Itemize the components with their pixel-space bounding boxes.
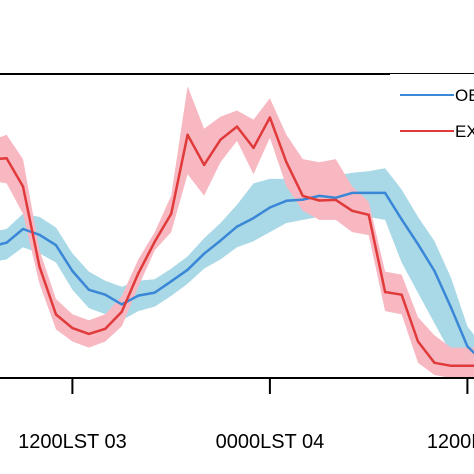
data-point-ob: [400, 218, 403, 221]
data-point-ob: [383, 191, 387, 195]
data-point-ex: [235, 125, 239, 128]
data-point-ob: [137, 294, 140, 297]
data-point-ex: [334, 198, 337, 202]
data-point-ex: [137, 272, 140, 275]
data-point-ex: [449, 364, 453, 367]
data-point-ob: [318, 194, 321, 198]
data-point-ex: [285, 161, 288, 164]
data-point-ex: [268, 116, 272, 119]
data-point-ex: [153, 240, 156, 243]
data-point-ob: [219, 239, 222, 242]
data-point-ex: [21, 185, 25, 188]
data-point-ob: [38, 233, 41, 236]
data-point-ex: [433, 361, 436, 364]
data-point-ex: [252, 146, 255, 150]
data-point-ob: [71, 269, 74, 273]
data-point-ex: [87, 332, 91, 336]
data-point-ob: [433, 269, 436, 273]
data-point-ex: [202, 163, 206, 167]
data-point-ex: [38, 265, 41, 268]
x-tick-label: 1200LST: [427, 431, 474, 453]
legend-label-ex: EX: [455, 122, 474, 141]
data-point-ob: [5, 241, 8, 244]
data-point-ob: [285, 199, 288, 202]
band-ex: [0, 86, 474, 378]
data-point-ex: [54, 313, 58, 316]
legend: OB EX: [390, 74, 474, 144]
data-point-ex: [120, 310, 124, 313]
data-point-ex: [351, 209, 354, 212]
data-point-ex: [301, 194, 304, 198]
data-point-ob: [21, 227, 25, 231]
legend-box: [390, 74, 474, 144]
data-point-ob: [235, 225, 239, 228]
data-point-ob: [120, 303, 124, 306]
data-point-ob: [252, 216, 255, 220]
data-point-ob: [104, 293, 107, 296]
x-tick-label: 0000LST 04: [216, 431, 325, 453]
data-point-ob: [170, 280, 173, 283]
data-point-ex: [416, 340, 420, 343]
data-point-ob: [153, 291, 156, 294]
data-point-ex: [5, 157, 8, 160]
data-point-ob: [54, 244, 58, 247]
data-point-ob: [202, 252, 206, 255]
data-point-ob: [87, 288, 91, 291]
data-point-ob: [351, 191, 354, 195]
data-point-ex: [219, 138, 222, 141]
data-point-ex: [367, 213, 370, 216]
band-ob: [0, 168, 474, 373]
data-point-ob: [367, 191, 370, 195]
data-point-ex: [383, 290, 387, 294]
data-point-ex: [104, 327, 107, 330]
data-point-ob: [449, 306, 453, 309]
data-point-ex: [466, 364, 469, 367]
data-point-ob: [268, 206, 272, 209]
data-point-ex: [186, 133, 189, 136]
data-point-ex: [71, 326, 74, 330]
data-point-ob: [186, 268, 189, 271]
data-point-ob: [334, 196, 337, 199]
data-point-ex: [170, 212, 173, 215]
data-point-ob: [416, 243, 420, 246]
x-tick-label: 1200LST 03: [18, 431, 127, 453]
legend-label-ob: OB: [455, 86, 474, 105]
data-point-ob: [301, 198, 304, 201]
data-point-ex: [400, 293, 403, 296]
data-point-ex: [318, 199, 321, 202]
data-point-ob: [466, 345, 469, 348]
